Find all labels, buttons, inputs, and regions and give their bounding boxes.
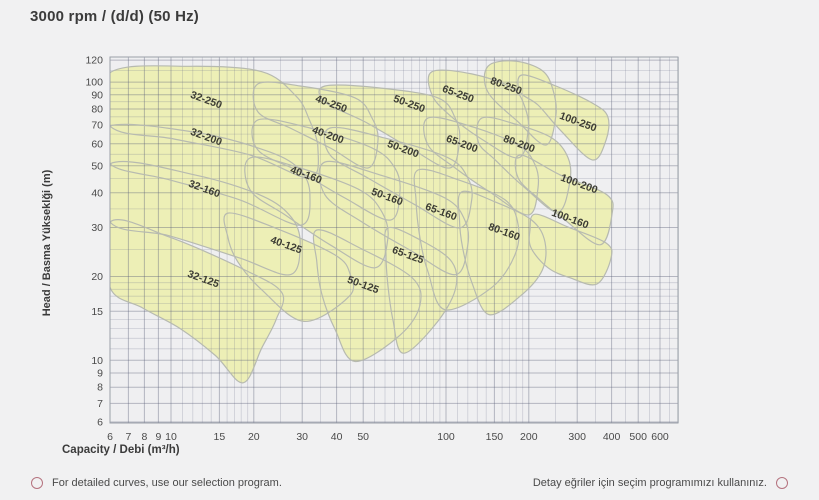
x-axis-title: Capacity / Debi (m³/h) bbox=[62, 444, 180, 456]
x-tick-label-150: 150 bbox=[486, 431, 504, 443]
footer-right: Detay eğriler için seçim programımızı ku… bbox=[533, 477, 788, 489]
pump-region-outline-32-250 bbox=[110, 65, 320, 179]
y-tick-label-20: 20 bbox=[91, 271, 103, 283]
x-tick-label-8: 8 bbox=[141, 431, 147, 443]
y-tick-label-7: 7 bbox=[97, 398, 103, 410]
y-tick-label-15: 15 bbox=[91, 306, 103, 318]
x-tick-label-9: 9 bbox=[155, 431, 161, 443]
pump-region-outline-32-160 bbox=[110, 160, 301, 276]
x-tick-label-10: 10 bbox=[165, 431, 177, 443]
pump-region-outline-80-160 bbox=[457, 190, 547, 316]
x-tick-label-200: 200 bbox=[520, 431, 538, 443]
y-tick-label-40: 40 bbox=[91, 187, 103, 199]
pump-region-outline-50-250 bbox=[318, 84, 461, 169]
pump-region-outline-40-250 bbox=[252, 81, 379, 169]
footer-left: For detailed curves, use our selection p… bbox=[31, 477, 282, 489]
pump-region-fill-100-200 bbox=[515, 154, 614, 245]
footer-right-note: Detay eğriler için seçim programımızı ku… bbox=[532, 477, 767, 489]
pump-region-fill-100-250 bbox=[517, 74, 609, 161]
pump-region-outline-65-160 bbox=[413, 168, 520, 311]
y-tick-label-100: 100 bbox=[85, 77, 103, 89]
y-tick-label-90: 90 bbox=[91, 89, 103, 101]
pump-region-outline-100-250 bbox=[517, 74, 610, 161]
x-tick-label-7: 7 bbox=[125, 431, 131, 443]
y-tick-label-80: 80 bbox=[91, 104, 103, 116]
pump-region-outline-32-125 bbox=[110, 219, 285, 384]
x-tick-label-30: 30 bbox=[296, 431, 308, 443]
pump-region-outline-32-200 bbox=[110, 123, 311, 226]
footer: For detailed curves, use our selection p… bbox=[0, 472, 819, 494]
x-tick-label-100: 100 bbox=[437, 431, 455, 443]
x-tick-label-40: 40 bbox=[331, 431, 343, 443]
pump-selection-chart: 32-25032-20032-16032-12540-25040-20040-1… bbox=[85, 55, 679, 443]
pump-region-fill-32-125 bbox=[110, 219, 284, 383]
pump-region-fill-80-160 bbox=[458, 191, 547, 315]
x-tick-label-6: 6 bbox=[107, 431, 113, 443]
y-tick-label-120: 120 bbox=[85, 55, 103, 67]
pump-region-outline-100-160 bbox=[528, 213, 613, 286]
pump-region-outline-65-250 bbox=[427, 69, 530, 159]
pump-region-outline-80-250 bbox=[483, 60, 557, 146]
pump-region-outline-40-125 bbox=[223, 212, 355, 323]
x-tick-label-50: 50 bbox=[357, 431, 369, 443]
y-axis-title: Head / Basma Yükseklği (m) bbox=[41, 169, 53, 317]
y-tick-label-10: 10 bbox=[91, 355, 103, 367]
y-tick-label-6: 6 bbox=[97, 417, 103, 429]
footer-left-note: For detailed curves, use our selection p… bbox=[52, 477, 282, 489]
x-tick-label-500: 500 bbox=[629, 431, 647, 443]
pump-region-fill-40-125 bbox=[223, 212, 354, 322]
pump-region-outline-65-125 bbox=[384, 226, 458, 354]
y-tick-label-30: 30 bbox=[91, 222, 103, 234]
pump-region-fill-40-160 bbox=[244, 156, 389, 268]
x-tick-label-300: 300 bbox=[568, 431, 586, 443]
y-tick-label-70: 70 bbox=[91, 120, 103, 132]
y-tick-label-8: 8 bbox=[97, 382, 103, 394]
x-tick-label-600: 600 bbox=[651, 431, 669, 443]
x-tick-label-20: 20 bbox=[248, 431, 260, 443]
page-title: 3000 rpm / (d/d) (50 Hz) bbox=[30, 8, 200, 25]
bullet-circle-icon bbox=[776, 477, 788, 489]
pump-region-outline-100-200 bbox=[514, 154, 614, 246]
y-tick-label-9: 9 bbox=[97, 368, 103, 380]
pump-region-fill-100-160 bbox=[529, 214, 612, 285]
pump-region-outline-80-200 bbox=[476, 116, 572, 213]
y-tick-label-50: 50 bbox=[91, 160, 103, 172]
x-tick-label-400: 400 bbox=[603, 431, 621, 443]
pump-region-outline-50-200 bbox=[323, 126, 473, 229]
pump-region-fill-50-250 bbox=[319, 85, 460, 169]
x-tick-label-15: 15 bbox=[214, 431, 226, 443]
pump-region-outline-65-200 bbox=[423, 116, 540, 216]
y-tick-label-60: 60 bbox=[91, 138, 103, 150]
pump-region-outline-50-125 bbox=[312, 229, 422, 363]
pump-region-outline-40-160 bbox=[244, 156, 389, 269]
bullet-circle-icon bbox=[31, 477, 43, 489]
plot-border bbox=[109, 56, 679, 424]
